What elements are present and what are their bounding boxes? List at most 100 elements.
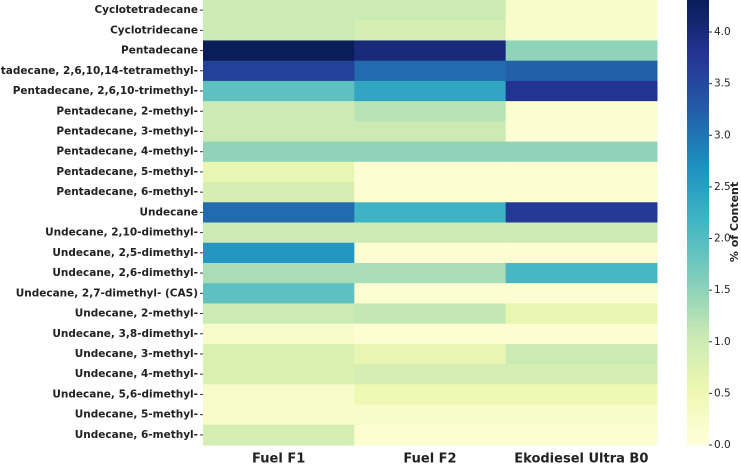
column-label: Fuel F1 bbox=[252, 452, 305, 466]
row-label: Undecane, 2,7-dimethyl- (CAS) bbox=[16, 287, 198, 299]
cell bbox=[203, 262, 355, 284]
cell bbox=[505, 121, 658, 143]
cell bbox=[354, 101, 507, 122]
row-label: Pentadecane, 4-methyl- bbox=[56, 146, 198, 158]
cell bbox=[505, 404, 658, 426]
cell bbox=[203, 40, 355, 62]
colorbar-tick-label: 3.0 bbox=[714, 129, 731, 141]
cell bbox=[203, 424, 355, 446]
cell bbox=[505, 384, 658, 406]
row-label: Undecane, 3,8-dimethyl- bbox=[52, 328, 198, 340]
cell bbox=[354, 40, 507, 62]
cell bbox=[505, 262, 658, 284]
colorbar-tick-label: 4.0 bbox=[714, 26, 731, 38]
cell bbox=[354, 161, 507, 183]
row-label: Pentadecane, 6-methyl- bbox=[56, 186, 198, 198]
cell bbox=[505, 343, 658, 365]
colorbar bbox=[687, 0, 709, 445]
cell bbox=[203, 121, 355, 143]
cell bbox=[505, 40, 658, 62]
colorbar-tick-label: 0.0 bbox=[714, 439, 731, 451]
colorbar-tick-label: 3.5 bbox=[714, 78, 731, 90]
row-label: Undecane, 2,6-dimethyl- bbox=[52, 267, 198, 279]
row-label: Undecane, 2,10-dimethyl- bbox=[45, 227, 198, 239]
cell bbox=[203, 80, 355, 102]
cell bbox=[203, 384, 355, 406]
cell bbox=[354, 262, 507, 284]
row-label: Undecane, 2,5-dimethyl- bbox=[52, 247, 198, 259]
cell bbox=[505, 364, 658, 385]
cell bbox=[505, 60, 658, 82]
cell bbox=[505, 202, 658, 223]
cell bbox=[203, 0, 355, 21]
colorbar-label: % of Content bbox=[728, 182, 741, 262]
row-label: Undecane, 6-methyl- bbox=[75, 429, 198, 441]
cell bbox=[203, 141, 355, 163]
row-label: Pentadecane, 2,6,10,14-tetramethyl- bbox=[0, 65, 198, 77]
cell bbox=[354, 20, 507, 41]
cell bbox=[354, 283, 507, 304]
cell bbox=[203, 343, 355, 365]
cell bbox=[354, 303, 507, 325]
cell bbox=[354, 404, 507, 426]
colorbar-tick-label: 2.5 bbox=[714, 181, 731, 193]
cell bbox=[203, 20, 355, 41]
cell bbox=[354, 202, 507, 223]
cell bbox=[354, 121, 507, 143]
cell bbox=[505, 101, 658, 122]
cell bbox=[203, 323, 355, 345]
cell bbox=[354, 222, 507, 244]
cell bbox=[203, 364, 355, 385]
cell bbox=[203, 303, 355, 325]
row-label: Undecane bbox=[139, 206, 198, 218]
cell bbox=[354, 384, 507, 406]
colorbar-tick-label: 1.0 bbox=[714, 336, 731, 348]
cell bbox=[354, 60, 507, 82]
cell bbox=[354, 182, 507, 203]
colorbar-tick-label: 2.0 bbox=[714, 233, 731, 245]
row-label: Pentadecane, 5-methyl- bbox=[56, 166, 198, 178]
cell bbox=[203, 283, 355, 304]
cell bbox=[203, 242, 355, 264]
cell bbox=[505, 80, 658, 102]
row-label: Cyclotetradecane bbox=[94, 4, 198, 16]
cell bbox=[203, 101, 355, 122]
column-label: Fuel F2 bbox=[403, 452, 456, 466]
cell bbox=[203, 222, 355, 244]
row-label: Undecane, 2-methyl- bbox=[75, 308, 198, 320]
cell bbox=[354, 343, 507, 365]
cell bbox=[505, 161, 658, 183]
cell bbox=[203, 202, 355, 223]
cell bbox=[354, 80, 507, 102]
cell bbox=[354, 424, 507, 446]
cell bbox=[505, 323, 658, 345]
cell bbox=[203, 60, 355, 82]
row-label: Pentadecane, 2-methyl- bbox=[56, 105, 198, 117]
row-label: Undecane, 5,6-dimethyl- bbox=[52, 388, 198, 400]
row-label: Undecane, 4-methyl- bbox=[75, 368, 198, 380]
cell bbox=[505, 242, 658, 264]
cell bbox=[354, 0, 507, 21]
cell bbox=[505, 424, 658, 446]
row-label: Pentadecane bbox=[121, 45, 198, 57]
cell bbox=[505, 0, 658, 21]
row-label: Cyclotridecane bbox=[110, 24, 198, 36]
column-label: Ekodiesel Ultra B0 bbox=[514, 452, 648, 466]
colorbar-tick-label: 1.5 bbox=[714, 284, 731, 296]
cell bbox=[203, 404, 355, 426]
cell bbox=[505, 283, 658, 304]
cell bbox=[354, 141, 507, 163]
cell bbox=[354, 364, 507, 385]
cell bbox=[505, 20, 658, 41]
cell bbox=[505, 222, 658, 244]
cell bbox=[505, 182, 658, 203]
cell bbox=[505, 141, 658, 163]
colorbar-tick-label: 0.5 bbox=[714, 387, 731, 399]
row-label: Undecane, 3-methyl- bbox=[75, 348, 198, 360]
row-label: Pentadecane, 2,6,10-trimethyl- bbox=[13, 85, 198, 97]
cell bbox=[505, 303, 658, 325]
row-label: Undecane, 5-methyl- bbox=[75, 409, 198, 421]
cell bbox=[203, 182, 355, 203]
cell bbox=[354, 242, 507, 264]
